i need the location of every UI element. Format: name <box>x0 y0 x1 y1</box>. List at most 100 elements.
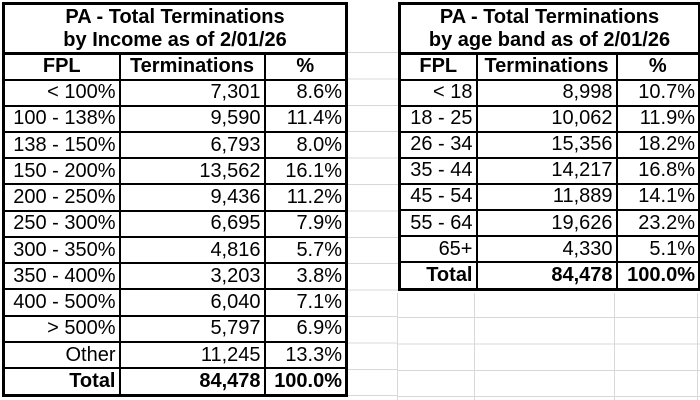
ageband-terminations-table: PA - Total Terminations by age band as o… <box>398 2 700 291</box>
percent-column-header[interactable]: % <box>263 52 348 81</box>
pct-cell[interactable]: 18.2% <box>615 130 700 159</box>
total-pct-cell[interactable]: 100.0% <box>615 261 700 291</box>
fpl-cell[interactable]: 350 - 400% <box>2 262 121 291</box>
table-row: 400 - 500% 6,040 7.1% <box>2 288 348 317</box>
fpl-cell[interactable]: > 500% <box>2 314 121 343</box>
fpl-cell[interactable]: 150 - 200% <box>2 157 121 186</box>
pct-cell[interactable]: 16.8% <box>615 156 700 185</box>
fpl-cell[interactable]: 138 - 150% <box>2 130 121 160</box>
fpl-cell[interactable]: < 100% <box>2 78 121 107</box>
table-header-row: FPL Terminations % <box>398 52 700 81</box>
pct-cell[interactable]: 11.9% <box>615 104 700 133</box>
terminations-cell[interactable]: 9,590 <box>118 104 266 133</box>
terminations-cell[interactable]: 6,040 <box>118 288 266 317</box>
table-row: < 18 8,998 10.7% <box>398 78 700 107</box>
table-row: 250 - 300% 6,695 7.9% <box>2 209 348 238</box>
fpl-cell[interactable]: 26 - 34 <box>398 130 478 159</box>
terminations-column-header[interactable]: Terminations <box>118 52 266 81</box>
terminations-cell[interactable]: 10,062 <box>475 104 618 133</box>
percent-column-header[interactable]: % <box>615 52 700 81</box>
fpl-column-header[interactable]: FPL <box>2 52 121 81</box>
terminations-cell[interactable]: 7,301 <box>118 78 266 107</box>
total-row: Total 84,478 100.0% <box>2 367 348 397</box>
table-title-row: PA - Total Terminations by Income as of … <box>2 2 348 55</box>
terminations-cell[interactable]: 4,330 <box>475 235 618 264</box>
fpl-cell[interactable]: 55 - 64 <box>398 209 478 238</box>
terminations-cell[interactable]: 19,626 <box>475 209 618 238</box>
gridline <box>397 293 398 400</box>
fpl-cell[interactable]: 45 - 54 <box>398 182 478 212</box>
table-row: 26 - 34 15,356 18.2% <box>398 130 700 159</box>
empty-cells-grid <box>345 52 398 399</box>
pct-cell[interactable]: 11.4% <box>263 104 348 133</box>
fpl-cell[interactable]: 400 - 500% <box>2 288 121 317</box>
gridline <box>614 293 615 400</box>
pct-cell[interactable]: 13.3% <box>263 340 348 370</box>
pct-cell[interactable]: 10.7% <box>615 78 700 107</box>
pct-cell[interactable]: 16.1% <box>263 157 348 186</box>
total-terminations-cell[interactable]: 84,478 <box>475 261 618 291</box>
table-row: > 500% 5,797 6.9% <box>2 314 348 343</box>
table-row: 45 - 54 11,889 14.1% <box>398 182 700 212</box>
terminations-cell[interactable]: 6,793 <box>118 130 266 160</box>
table-row: 100 - 138% 9,590 11.4% <box>2 104 348 133</box>
terminations-column-header[interactable]: Terminations <box>475 52 618 81</box>
total-row: Total 84,478 100.0% <box>398 261 700 291</box>
terminations-cell[interactable]: 15,356 <box>475 130 618 159</box>
terminations-cell[interactable]: 4,816 <box>118 235 266 265</box>
pct-cell[interactable]: 6.9% <box>263 314 348 343</box>
table-title-line2: by age band as of 2/01/26 <box>428 28 671 51</box>
fpl-cell[interactable]: 35 - 44 <box>398 156 478 185</box>
terminations-cell[interactable]: 14,217 <box>475 156 618 185</box>
terminations-cell[interactable]: 11,889 <box>475 182 618 212</box>
terminations-cell[interactable]: 8,998 <box>475 78 618 107</box>
table-header-row: FPL Terminations % <box>2 52 348 81</box>
fpl-column-header[interactable]: FPL <box>398 52 478 81</box>
gridline <box>697 293 698 400</box>
fpl-cell[interactable]: 18 - 25 <box>398 104 478 133</box>
table-row: 300 - 350% 4,816 5.7% <box>2 235 348 265</box>
table-row: 35 - 44 14,217 16.8% <box>398 156 700 185</box>
income-table-title-cell[interactable]: PA - Total Terminations by Income as of … <box>2 2 348 55</box>
gridline <box>474 293 475 400</box>
pct-cell[interactable]: 11.2% <box>263 183 348 212</box>
ageband-table-title-cell[interactable]: PA - Total Terminations by age band as o… <box>398 2 700 55</box>
fpl-cell[interactable]: 100 - 138% <box>2 104 121 133</box>
terminations-cell[interactable]: 9,436 <box>118 183 266 212</box>
fpl-cell[interactable]: Other <box>2 340 121 370</box>
pct-cell[interactable]: 3.8% <box>263 262 348 291</box>
total-label-cell[interactable]: Total <box>2 367 121 397</box>
empty-cells-grid <box>398 317 700 398</box>
pct-cell[interactable]: 8.6% <box>263 78 348 107</box>
pct-cell[interactable]: 5.7% <box>263 235 348 265</box>
terminations-cell[interactable]: 5,797 <box>118 314 266 343</box>
pct-cell[interactable]: 7.1% <box>263 288 348 317</box>
table-title-line1: PA - Total Terminations <box>439 5 660 28</box>
terminations-cell[interactable]: 13,562 <box>118 157 266 186</box>
fpl-cell[interactable]: 65+ <box>398 235 478 264</box>
table-row: 65+ 4,330 5.1% <box>398 235 700 264</box>
table-row: Other 11,245 13.3% <box>2 340 348 370</box>
table-row: < 100% 7,301 8.6% <box>2 78 348 107</box>
total-pct-cell[interactable]: 100.0% <box>263 367 348 397</box>
income-terminations-table: PA - Total Terminations by Income as of … <box>2 2 349 397</box>
table-row: 200 - 250% 9,436 11.2% <box>2 183 348 212</box>
terminations-cell[interactable]: 3,203 <box>118 262 266 291</box>
total-label-cell[interactable]: Total <box>398 261 478 291</box>
terminations-cell[interactable]: 11,245 <box>118 340 266 370</box>
pct-cell[interactable]: 23.2% <box>615 209 700 238</box>
fpl-cell[interactable]: 300 - 350% <box>2 235 121 265</box>
fpl-cell[interactable]: 250 - 300% <box>2 209 121 238</box>
pct-cell[interactable]: 14.1% <box>615 182 700 212</box>
terminations-cell[interactable]: 6,695 <box>118 209 266 238</box>
fpl-cell[interactable]: < 18 <box>398 78 478 107</box>
total-terminations-cell[interactable]: 84,478 <box>118 367 266 397</box>
table-row: 150 - 200% 13,562 16.1% <box>2 157 348 186</box>
table-title-line2: by Income as of 2/01/26 <box>63 28 287 51</box>
pct-cell[interactable]: 7.9% <box>263 209 348 238</box>
pct-cell[interactable]: 5.1% <box>615 235 700 264</box>
pct-cell[interactable]: 8.0% <box>263 130 348 160</box>
table-title-line1: PA - Total Terminations <box>65 5 285 28</box>
table-row: 138 - 150% 6,793 8.0% <box>2 130 348 160</box>
fpl-cell[interactable]: 200 - 250% <box>2 183 121 212</box>
